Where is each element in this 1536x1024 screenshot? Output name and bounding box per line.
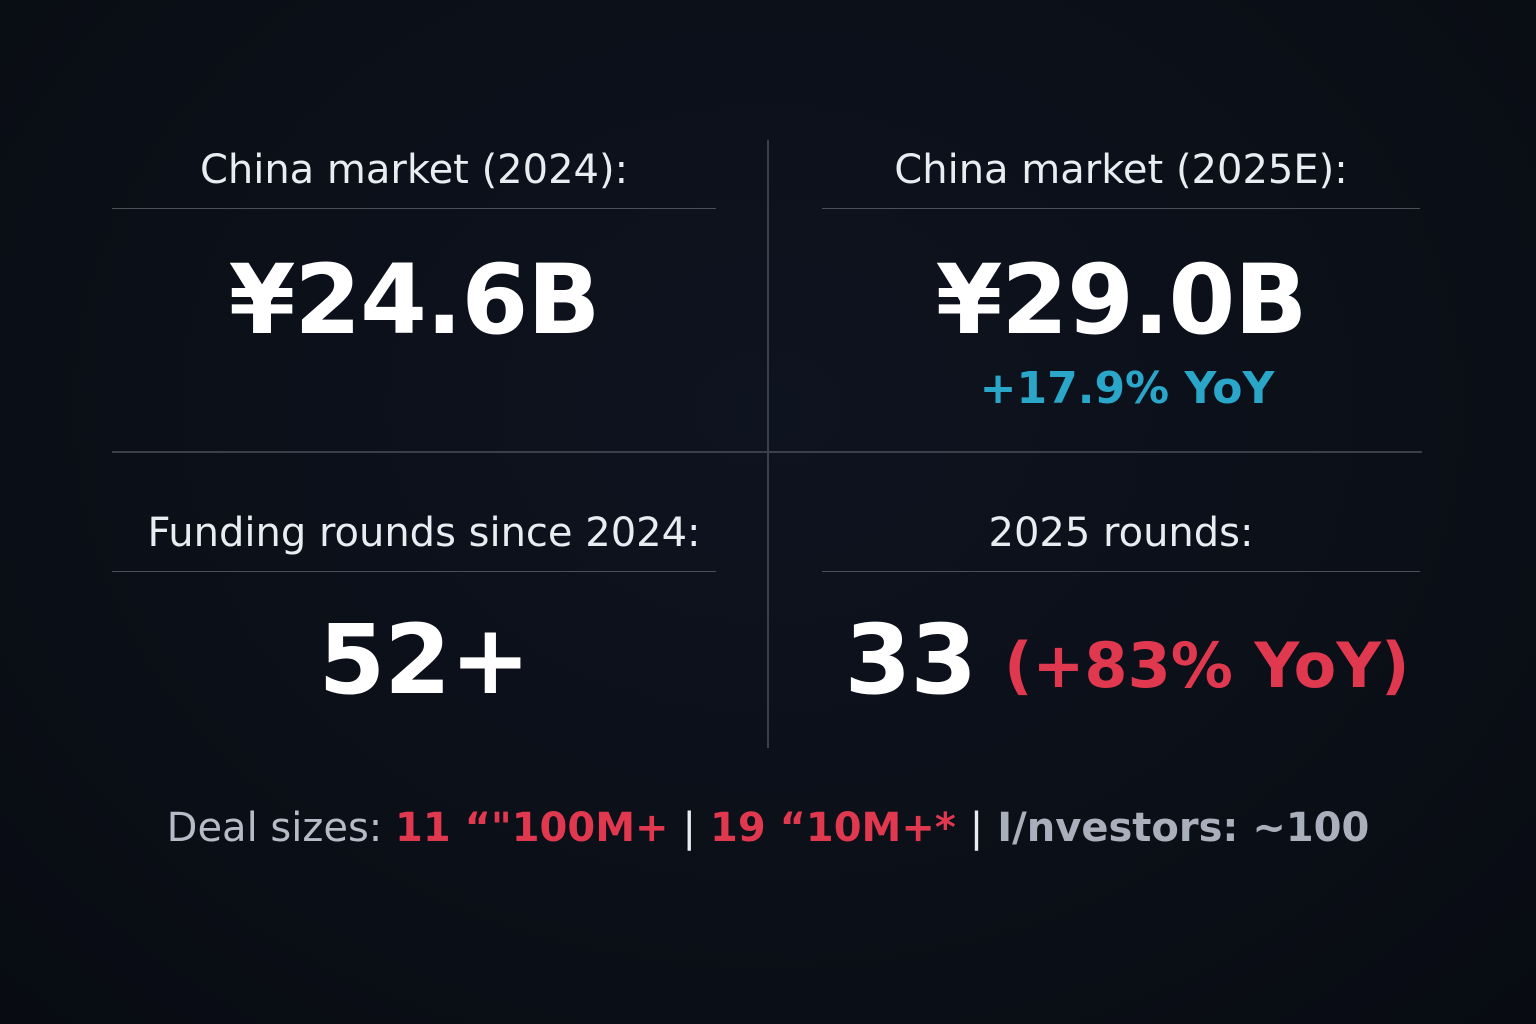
deal-size-100m: 11 “"100M+	[394, 805, 669, 851]
investors-count: I/nvestors: ~100	[997, 805, 1370, 851]
deal-sizes-footer: Deal sizes: 11 “"100M+ | 19 “10M+* | I/nvest…	[0, 808, 1536, 848]
funding-rounds-rule	[112, 571, 716, 572]
china-market-yoy-growth: +17.9% YoY	[979, 363, 1275, 414]
quadrant-divider-vertical	[767, 140, 769, 748]
china-market-2024-rule	[112, 208, 716, 209]
deal-sizes-label: Deal sizes:	[166, 805, 383, 851]
quadrant-divider-horizontal	[112, 451, 1422, 453]
rounds-2025-yoy: (+83% YoY)	[1004, 629, 1410, 702]
china-market-2024-value: ¥24.6B	[228, 244, 601, 356]
footer-separator: |	[969, 805, 984, 851]
funding-rounds-label: Funding rounds since 2024:	[147, 510, 701, 556]
rounds-2025-value-row: 33 (+83% YoY)	[822, 612, 1432, 708]
rounds-2025-label: 2025 rounds:	[988, 510, 1254, 556]
china-market-2025e-label: China market (2025E):	[894, 147, 1348, 193]
footer-separator: |	[682, 805, 697, 851]
rounds-2025-value: 33	[844, 604, 978, 716]
deal-size-10m: 19 “10M+*	[710, 805, 956, 851]
funding-rounds-value: 52+	[318, 604, 530, 716]
rounds-2025-rule	[822, 571, 1420, 572]
china-market-2025e-value: ¥29.0B	[935, 244, 1308, 356]
china-market-2025e-rule	[822, 208, 1420, 209]
china-market-2024-label: China market (2024):	[199, 147, 629, 193]
